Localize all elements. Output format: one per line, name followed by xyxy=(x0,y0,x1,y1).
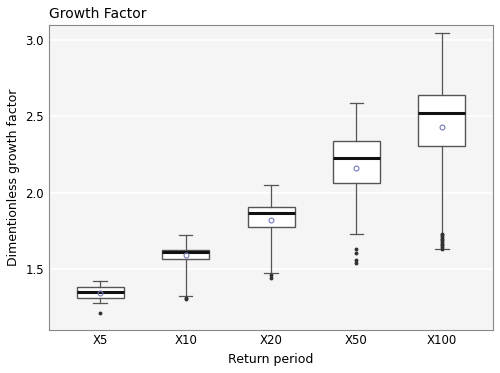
X-axis label: Return period: Return period xyxy=(228,353,314,366)
PathPatch shape xyxy=(333,141,380,184)
PathPatch shape xyxy=(418,95,466,146)
PathPatch shape xyxy=(76,287,124,298)
Text: Growth Factor: Growth Factor xyxy=(49,7,146,21)
PathPatch shape xyxy=(162,250,209,259)
Y-axis label: Dimentionless growth factor: Dimentionless growth factor xyxy=(7,88,20,266)
PathPatch shape xyxy=(248,207,294,227)
